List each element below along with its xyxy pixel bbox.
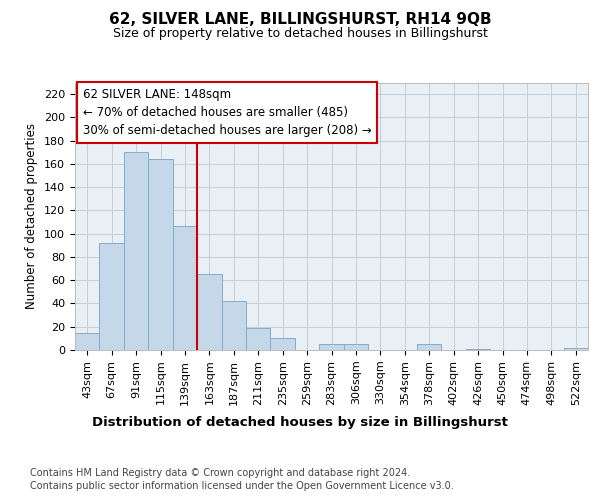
Text: Distribution of detached houses by size in Billingshurst: Distribution of detached houses by size … bbox=[92, 416, 508, 429]
Text: Contains HM Land Registry data © Crown copyright and database right 2024.: Contains HM Land Registry data © Crown c… bbox=[30, 468, 410, 477]
Text: Size of property relative to detached houses in Billingshurst: Size of property relative to detached ho… bbox=[113, 28, 487, 40]
Text: 62 SILVER LANE: 148sqm
← 70% of detached houses are smaller (485)
30% of semi-de: 62 SILVER LANE: 148sqm ← 70% of detached… bbox=[83, 88, 371, 137]
Bar bbox=[75, 332, 100, 350]
Bar bbox=[148, 160, 173, 350]
Bar bbox=[563, 348, 588, 350]
Bar bbox=[197, 274, 221, 350]
Bar bbox=[246, 328, 271, 350]
Bar bbox=[271, 338, 295, 350]
Bar bbox=[417, 344, 442, 350]
Bar bbox=[344, 344, 368, 350]
Text: 62, SILVER LANE, BILLINGSHURST, RH14 9QB: 62, SILVER LANE, BILLINGSHURST, RH14 9QB bbox=[109, 12, 491, 28]
Y-axis label: Number of detached properties: Number of detached properties bbox=[25, 123, 38, 309]
Bar bbox=[100, 243, 124, 350]
Bar bbox=[319, 344, 344, 350]
Text: Contains public sector information licensed under the Open Government Licence v3: Contains public sector information licen… bbox=[30, 481, 454, 491]
Bar bbox=[221, 301, 246, 350]
Bar bbox=[124, 152, 148, 350]
Bar bbox=[173, 226, 197, 350]
Bar bbox=[466, 349, 490, 350]
